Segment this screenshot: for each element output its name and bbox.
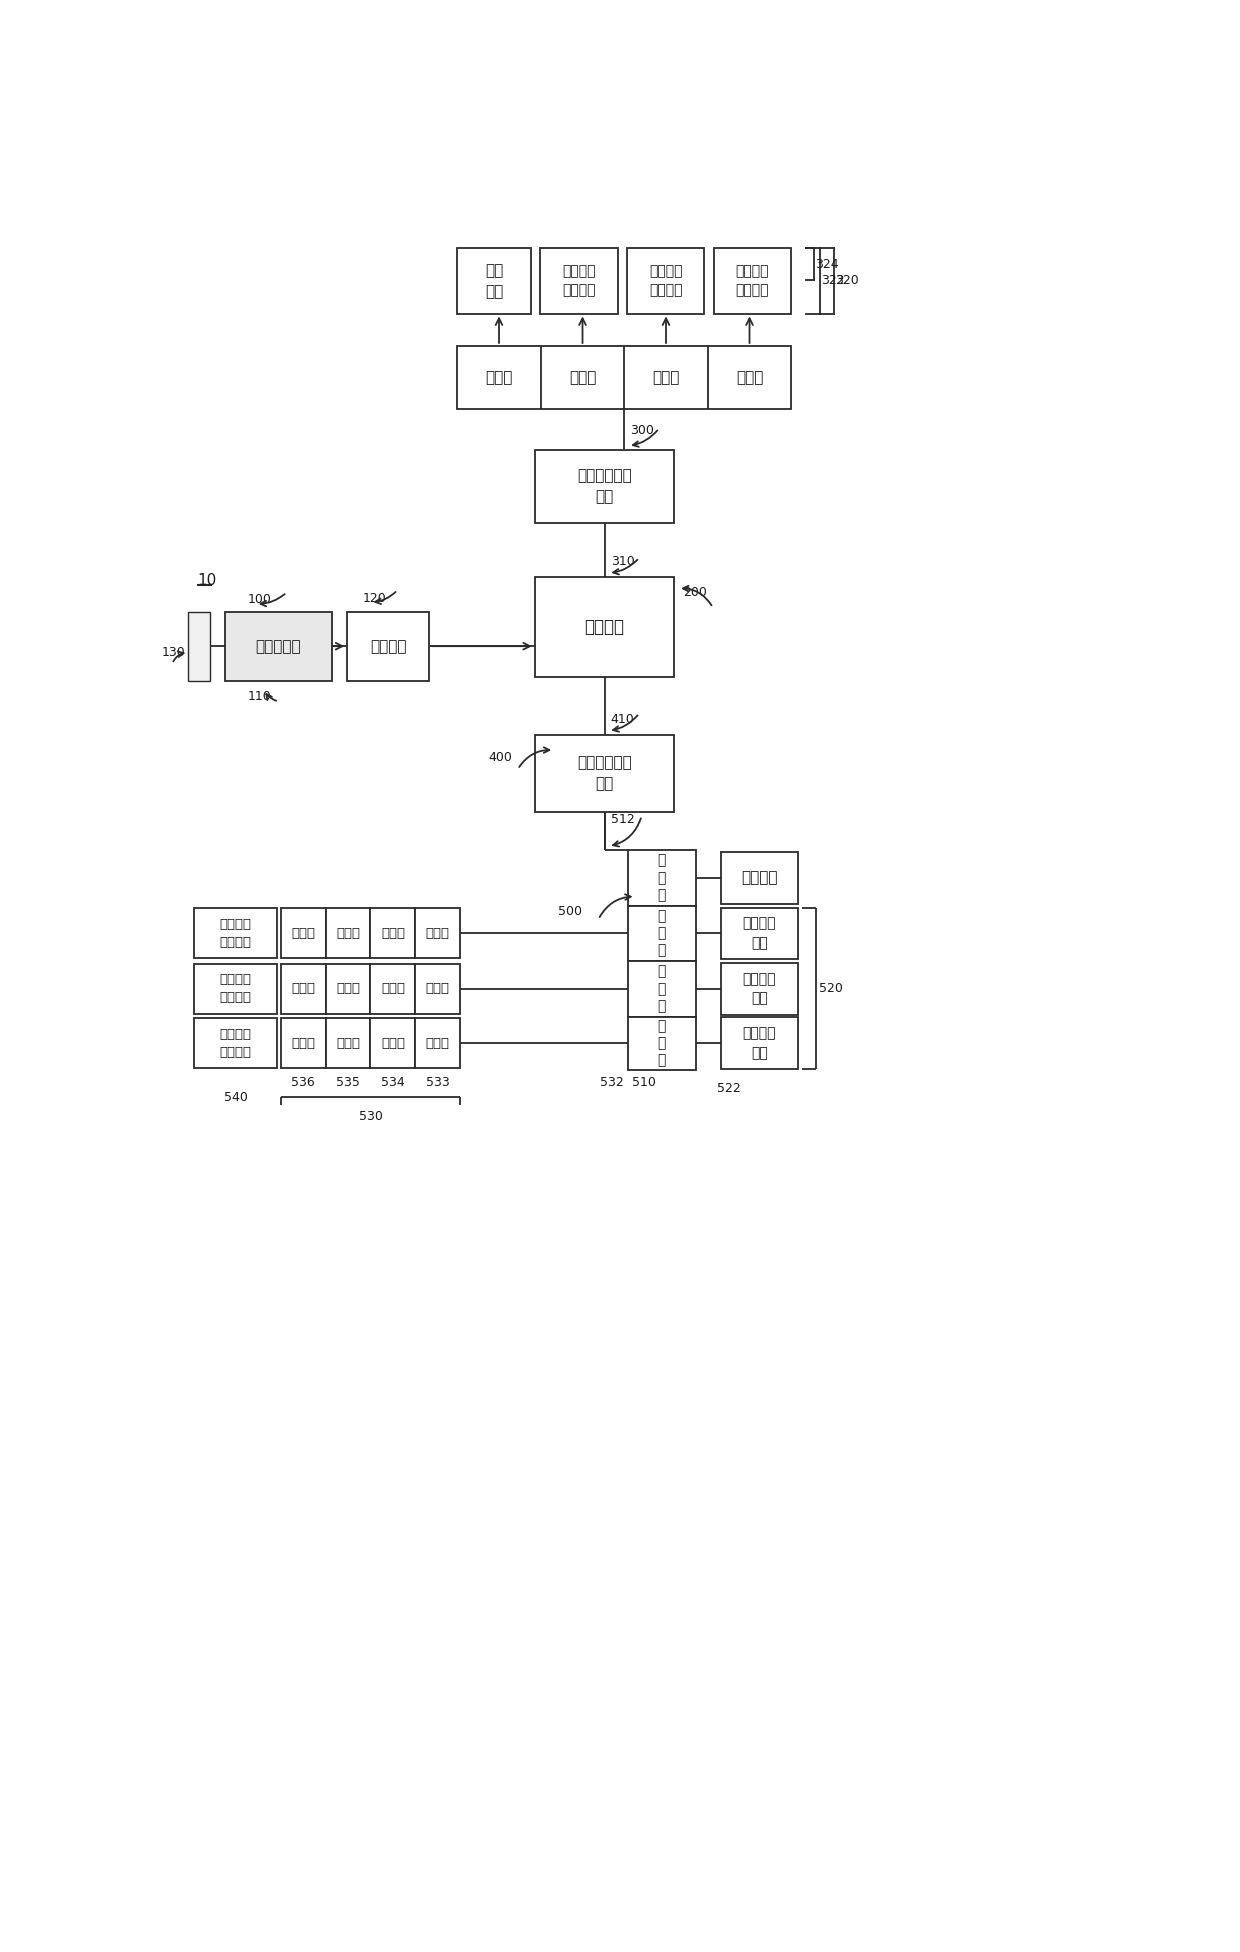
- Text: 533: 533: [427, 1076, 450, 1089]
- Bar: [325, 964, 371, 1013]
- Text: 筛分件: 筛分件: [291, 927, 315, 941]
- Text: 300: 300: [630, 424, 655, 437]
- Bar: [627, 248, 704, 314]
- Text: 130: 130: [161, 646, 185, 660]
- Text: 筛分件: 筛分件: [291, 1037, 315, 1050]
- Text: 第二块料
包装装置: 第二块料 包装装置: [219, 1027, 252, 1058]
- Text: 320: 320: [836, 273, 859, 287]
- Text: 除杂件: 除杂件: [381, 927, 405, 941]
- Text: 棒料包装
装置: 棒料包装 装置: [743, 972, 776, 1005]
- Bar: [534, 449, 675, 523]
- Text: 破碎件: 破碎件: [425, 1037, 450, 1050]
- Bar: [714, 248, 791, 314]
- Text: 540: 540: [223, 1091, 248, 1105]
- Bar: [415, 1019, 460, 1068]
- Text: 致密料: 致密料: [735, 371, 763, 385]
- Text: 522: 522: [717, 1081, 740, 1095]
- Text: 筛分件: 筛分件: [291, 982, 315, 996]
- Text: 过磁件: 过磁件: [336, 1037, 360, 1050]
- Text: 破碎件: 破碎件: [425, 927, 450, 941]
- Text: 534: 534: [381, 1076, 404, 1089]
- Bar: [534, 578, 675, 677]
- Text: 120: 120: [363, 591, 387, 605]
- Bar: [627, 851, 696, 906]
- Text: 第二块料
包装装置: 第二块料 包装装置: [219, 917, 252, 949]
- Text: 536: 536: [291, 1076, 315, 1089]
- Bar: [720, 962, 799, 1015]
- Bar: [534, 734, 675, 812]
- Text: 10: 10: [197, 574, 217, 588]
- Text: 风淋装置: 风淋装置: [370, 638, 407, 654]
- Bar: [371, 1019, 415, 1068]
- Text: 第一块料
包装装置: 第一块料 包装装置: [735, 264, 769, 297]
- Text: 致
密
料: 致 密 料: [657, 1019, 666, 1068]
- Text: 第二鉴别分类
装置: 第二鉴别分类 装置: [577, 755, 632, 791]
- Bar: [325, 908, 371, 958]
- Bar: [627, 960, 696, 1017]
- Bar: [325, 1019, 371, 1068]
- Text: 破碎件: 破碎件: [425, 982, 450, 996]
- Bar: [627, 1017, 696, 1070]
- Text: 除杂件: 除杂件: [381, 982, 405, 996]
- Text: 二次处理: 二次处理: [742, 871, 777, 886]
- Text: 菜花料: 菜花料: [569, 371, 596, 385]
- Bar: [371, 964, 415, 1013]
- Bar: [193, 908, 278, 958]
- Text: 110: 110: [248, 689, 272, 703]
- Text: 500: 500: [558, 906, 582, 917]
- Text: 除杂件: 除杂件: [381, 1037, 405, 1050]
- Text: 535: 535: [336, 1076, 360, 1089]
- Text: 310: 310: [611, 554, 635, 568]
- Bar: [458, 346, 791, 410]
- Text: 530: 530: [358, 1111, 382, 1122]
- Text: 第一鉴别分类
装置: 第一鉴别分类 装置: [577, 468, 632, 504]
- Text: 512: 512: [611, 812, 635, 826]
- Bar: [415, 964, 460, 1013]
- Bar: [458, 248, 531, 314]
- Bar: [720, 908, 799, 958]
- Bar: [193, 1019, 278, 1068]
- Bar: [280, 964, 325, 1013]
- Bar: [720, 1017, 799, 1070]
- Text: 二次
处理: 二次 处理: [485, 264, 503, 299]
- Text: 324: 324: [816, 258, 839, 271]
- Bar: [280, 908, 325, 958]
- Bar: [347, 611, 429, 681]
- Text: 第一块料
包装装置: 第一块料 包装装置: [649, 264, 682, 297]
- Text: 520: 520: [820, 982, 843, 996]
- Bar: [224, 611, 332, 681]
- Text: 第二块料
包装装置: 第二块料 包装装置: [219, 974, 252, 1005]
- Text: 过磁件: 过磁件: [336, 982, 360, 996]
- Text: 过磁件: 过磁件: [336, 927, 360, 941]
- Bar: [541, 248, 618, 314]
- Bar: [415, 908, 460, 958]
- Text: 异
常
料: 异 常 料: [657, 853, 666, 902]
- Text: 棒料包装
装置: 棒料包装 装置: [743, 917, 776, 951]
- Bar: [720, 853, 799, 904]
- Bar: [627, 906, 696, 960]
- Text: 510: 510: [631, 1076, 656, 1089]
- Bar: [193, 964, 278, 1013]
- Bar: [280, 1019, 325, 1068]
- Bar: [188, 611, 210, 681]
- Text: 筛分装置: 筛分装置: [584, 619, 625, 636]
- Text: 枝
蔓
料: 枝 蔓 料: [657, 964, 666, 1013]
- Text: 322: 322: [821, 273, 846, 287]
- Text: 532: 532: [600, 1076, 624, 1089]
- Text: 200: 200: [683, 586, 708, 599]
- Text: 410: 410: [611, 712, 635, 726]
- Text: 100: 100: [248, 593, 272, 607]
- Bar: [371, 908, 415, 958]
- Text: 预破碎装置: 预破碎装置: [255, 638, 301, 654]
- Text: 第一块料
包装装置: 第一块料 包装装置: [562, 264, 595, 297]
- Text: 枝蔓料: 枝蔓料: [652, 371, 680, 385]
- Text: 菜
花
料: 菜 花 料: [657, 910, 666, 958]
- Text: 异常料: 异常料: [485, 371, 512, 385]
- Text: 棒料包装
装置: 棒料包装 装置: [743, 1027, 776, 1060]
- Text: 400: 400: [489, 752, 512, 765]
